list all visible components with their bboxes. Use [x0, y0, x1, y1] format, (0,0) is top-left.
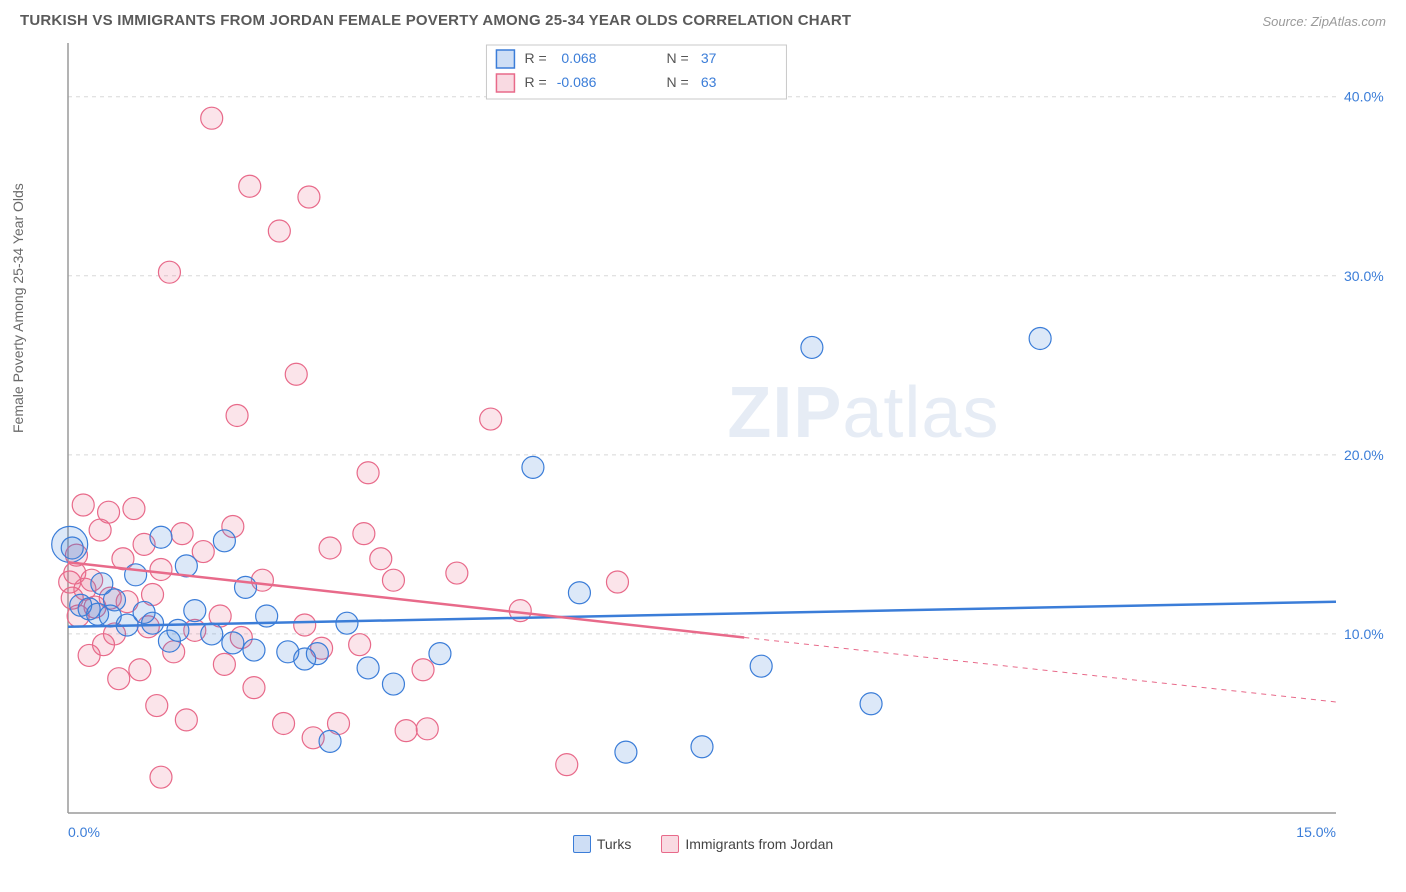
- svg-text:30.0%: 30.0%: [1344, 268, 1384, 284]
- svg-text:63: 63: [701, 74, 717, 90]
- chart-title: TURKISH VS IMMIGRANTS FROM JORDAN FEMALE…: [20, 12, 851, 29]
- source-link[interactable]: ZipAtlas.com: [1311, 14, 1386, 29]
- correlation-chart: Female Poverty Among 25-34 Year Olds ZIP…: [20, 33, 1386, 863]
- svg-text:20.0%: 20.0%: [1344, 447, 1384, 463]
- source-prefix: Source:: [1262, 14, 1310, 29]
- svg-text:N =: N =: [666, 74, 688, 90]
- svg-text:ZIPatlas: ZIPatlas: [727, 373, 999, 453]
- chart-svg: ZIPatlas 10.0% 20.0% 30.0% 40.0% 0.0% 15.0% R =…: [20, 33, 1386, 863]
- source-attribution: Source: ZipAtlas.com: [1262, 14, 1386, 29]
- svg-text:15.0%: 15.0%: [1296, 824, 1336, 840]
- y-axis-label: Female Poverty Among 25-34 Year Olds: [10, 183, 26, 433]
- svg-text:N =: N =: [666, 50, 688, 66]
- svg-text:0.068: 0.068: [561, 50, 596, 66]
- svg-text:40.0%: 40.0%: [1344, 89, 1384, 105]
- svg-text:R =: R =: [524, 50, 546, 66]
- svg-text:10.0%: 10.0%: [1344, 626, 1384, 642]
- svg-text:R =: R =: [524, 74, 546, 90]
- svg-text:0.0%: 0.0%: [68, 824, 100, 840]
- svg-text:37: 37: [701, 50, 717, 66]
- svg-text:-0.086: -0.086: [557, 74, 597, 90]
